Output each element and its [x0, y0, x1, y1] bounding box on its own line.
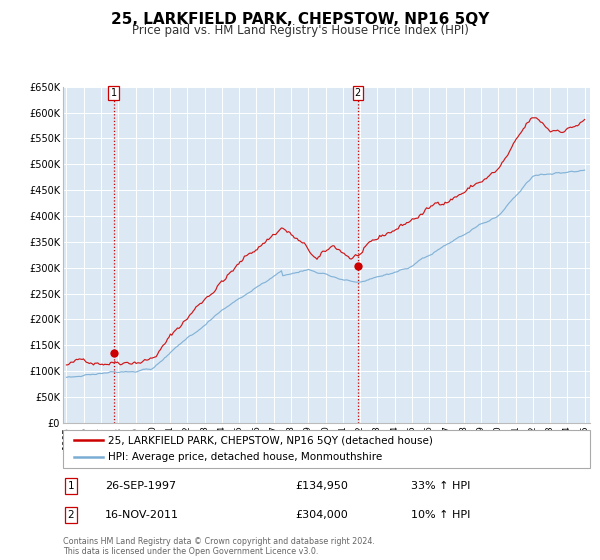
Text: HPI: Average price, detached house, Monmouthshire: HPI: Average price, detached house, Monm… — [108, 452, 382, 463]
Text: 33% ↑ HPI: 33% ↑ HPI — [410, 481, 470, 491]
Text: 25, LARKFIELD PARK, CHEPSTOW, NP16 5QY: 25, LARKFIELD PARK, CHEPSTOW, NP16 5QY — [111, 12, 489, 27]
Text: 16-NOV-2011: 16-NOV-2011 — [105, 510, 179, 520]
Text: 2: 2 — [355, 88, 361, 98]
Text: 1: 1 — [110, 88, 116, 98]
Text: 10% ↑ HPI: 10% ↑ HPI — [410, 510, 470, 520]
Text: 26-SEP-1997: 26-SEP-1997 — [105, 481, 176, 491]
Text: Contains HM Land Registry data © Crown copyright and database right 2024.
This d: Contains HM Land Registry data © Crown c… — [63, 536, 375, 556]
Text: £304,000: £304,000 — [295, 510, 347, 520]
Text: 25, LARKFIELD PARK, CHEPSTOW, NP16 5QY (detached house): 25, LARKFIELD PARK, CHEPSTOW, NP16 5QY (… — [108, 435, 433, 445]
Text: Price paid vs. HM Land Registry's House Price Index (HPI): Price paid vs. HM Land Registry's House … — [131, 24, 469, 36]
Text: £134,950: £134,950 — [295, 481, 347, 491]
Text: 1: 1 — [68, 481, 74, 491]
Text: 2: 2 — [68, 510, 74, 520]
